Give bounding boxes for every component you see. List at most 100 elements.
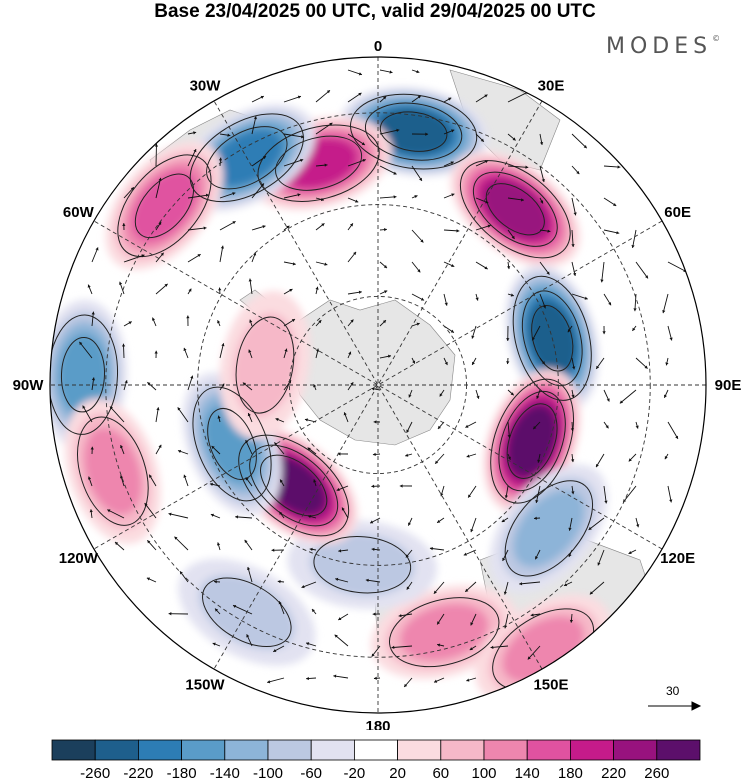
- wind-vector-head: [466, 454, 470, 458]
- brand-text: MODES: [606, 34, 713, 59]
- wind-vector: [334, 634, 349, 647]
- wind-vector-head: [260, 95, 264, 99]
- wind-vector-head: [636, 524, 640, 528]
- wind-vector-head: [211, 445, 215, 450]
- wind-vector-head: [480, 138, 484, 142]
- wind-vector-head: [440, 493, 444, 497]
- wind-vector-head: [408, 394, 412, 398]
- wind-vector-head: [306, 642, 310, 646]
- wind-vector-head: [274, 442, 278, 446]
- colorbar-tick-label: 140: [515, 765, 540, 782]
- wind-vector-head: [193, 131, 197, 135]
- wind-vector-head: [79, 341, 83, 346]
- wind-vector-head: [451, 193, 455, 197]
- wind-vector-head: [158, 221, 162, 225]
- wind-vector-head: [469, 647, 473, 651]
- wind-vector: [535, 485, 541, 504]
- wind-vector-head: [568, 527, 572, 531]
- colorbar-tick-label: 20: [389, 765, 406, 782]
- wind-vector: [315, 122, 333, 135]
- wind-vector-head: [115, 542, 119, 546]
- wind-vector-head: [361, 142, 365, 146]
- wind-vector-head: [341, 507, 345, 511]
- wind-vector-head: [297, 193, 301, 197]
- wind-vector-head: [315, 286, 319, 290]
- wind-vector-head: [382, 320, 386, 324]
- reference-arrowhead: [691, 701, 702, 711]
- wind-vector-head: [119, 475, 124, 479]
- wind-vector-head: [313, 479, 317, 483]
- colorbar-tick-label: -260: [80, 765, 110, 782]
- wind-vector-head: [542, 305, 547, 309]
- wind-vector-head: [435, 460, 439, 464]
- wind-vector: [507, 165, 529, 168]
- wind-vector-head: [158, 444, 162, 448]
- wind-vector-head: [466, 678, 470, 682]
- wind-vector: [235, 516, 253, 519]
- wind-vector-head: [589, 591, 594, 595]
- wind-vector-head: [616, 231, 620, 235]
- wind-vector-head: [664, 394, 667, 398]
- wind-vector-head: [214, 580, 217, 584]
- wind-vector-head: [502, 557, 506, 561]
- wind-vector-head: [144, 503, 148, 507]
- reference-vector-label: 30: [666, 684, 680, 698]
- wind-vector: [571, 293, 588, 300]
- wind-vector: [589, 581, 605, 595]
- wind-vector-head: [343, 412, 347, 416]
- wind-vector: [219, 220, 236, 231]
- wind-vector-head: [530, 613, 534, 617]
- wind-vector-head: [217, 320, 221, 324]
- wind-vector-head: [245, 440, 249, 444]
- wind-vector: [177, 407, 189, 423]
- wind-vector-head: [160, 252, 164, 256]
- contour-line: [60, 336, 106, 413]
- wind-vector-head: [246, 634, 250, 638]
- longitude-label: 30W: [190, 77, 222, 94]
- colorbar-cell: [613, 739, 658, 761]
- wind-vector-head: [156, 407, 160, 411]
- colorbar-tick-label: 180: [558, 765, 583, 782]
- wind-vector-head: [221, 343, 225, 347]
- wind-vector-head: [371, 484, 375, 488]
- wind-vector-head: [335, 577, 339, 581]
- wind-vector-head: [444, 361, 448, 366]
- wind-vector-head: [300, 158, 304, 162]
- wind-vector-head: [95, 247, 99, 251]
- wind-vector-head: [324, 163, 328, 167]
- wind-vector-head: [183, 474, 187, 478]
- wind-vector-head: [584, 296, 588, 300]
- wind-vector-head: [275, 418, 279, 422]
- wind-vector-head: [355, 199, 359, 203]
- wind-vector-head: [602, 331, 606, 335]
- wind-vector: [379, 196, 397, 199]
- wind-vector-head: [675, 435, 678, 439]
- wind-vector-head: [383, 265, 387, 269]
- wind-vector-head: [124, 380, 128, 384]
- wind-vector-head: [506, 266, 511, 270]
- contour-line: [504, 480, 594, 577]
- wind-vector: [603, 485, 607, 504]
- colorbar-tick-label: -100: [253, 765, 283, 782]
- wind-vector-head: [669, 499, 673, 503]
- wind-vector-head: [417, 95, 421, 99]
- wind-vector-head: [533, 516, 537, 520]
- contour-line: [257, 124, 380, 202]
- anomaly-blob: [400, 603, 489, 661]
- wind-vector-head: [525, 165, 529, 169]
- wind-vector: [519, 581, 541, 585]
- brand-mark: ©: [712, 34, 721, 43]
- wind-vector: [107, 509, 125, 519]
- wind-vector-head: [472, 361, 475, 365]
- anomaly-blob: [83, 427, 142, 515]
- wind-vector-head: [519, 582, 523, 586]
- wind-vector-head: [439, 393, 443, 397]
- wind-vector-head: [209, 482, 213, 486]
- wind-vector-head: [218, 287, 222, 291]
- wind-vector-head: [532, 337, 536, 341]
- wind-vector-head: [371, 387, 375, 391]
- wind-vector-head: [539, 141, 544, 145]
- meridian-line: [213, 100, 543, 670]
- wind-vector: [635, 261, 649, 279]
- wind-vector-head: [541, 178, 545, 183]
